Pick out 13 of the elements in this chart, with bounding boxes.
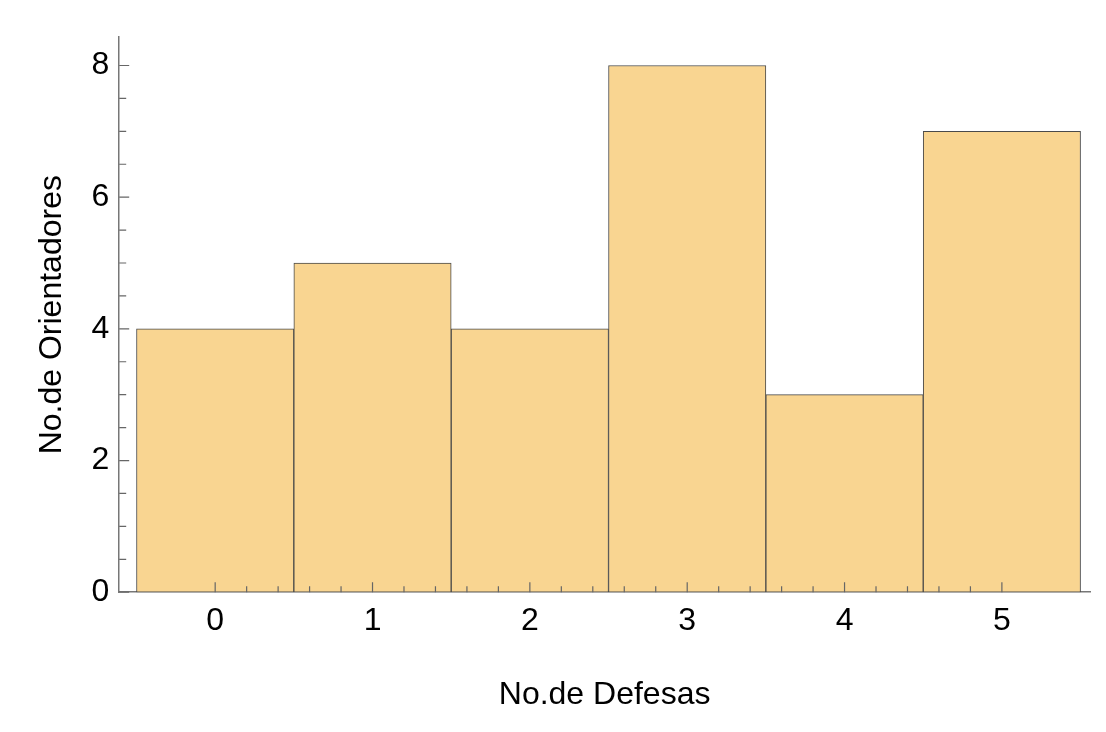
y-tick-label: 8 <box>91 45 110 82</box>
y-tick-label: 2 <box>91 440 110 477</box>
x-axis-title: No.de Defesas <box>498 674 711 711</box>
x-tick-label: 1 <box>363 601 382 638</box>
y-tick-label: 6 <box>91 177 110 214</box>
x-tick-label: 2 <box>520 601 539 638</box>
x-tick-label: 0 <box>206 601 225 638</box>
y-axis-title: No.de Orientadores <box>32 175 69 455</box>
x-tick-label: 3 <box>678 601 697 638</box>
y-tick-label: 0 <box>91 572 110 609</box>
x-tick-label: 4 <box>835 601 854 638</box>
x-tick-label: 5 <box>992 601 1011 638</box>
y-tick-label: 4 <box>91 308 110 345</box>
